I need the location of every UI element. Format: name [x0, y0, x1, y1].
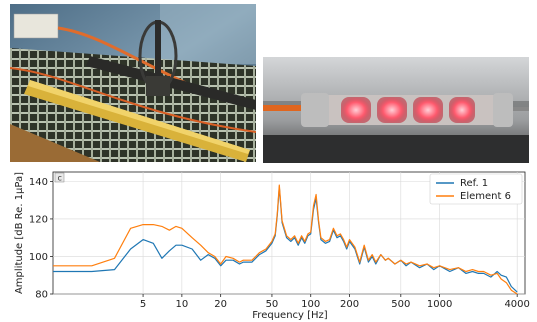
x-tick-label: 20	[214, 299, 227, 310]
panel-label-box	[54, 172, 65, 183]
x-tick-label: 50	[266, 299, 279, 310]
panel-label: c	[58, 174, 62, 183]
y-tick-label: 120	[29, 214, 48, 225]
x-tick-label: 4000	[504, 299, 529, 310]
x-tick-label: 5	[140, 299, 146, 310]
hydrophone-array-photo	[10, 4, 256, 162]
x-tick-label: 100	[301, 299, 320, 310]
frequency-response-chart: 5 10 20 50 100 200 500 1000 4000 80 100 120 140 c Am…	[0, 168, 537, 322]
legend: Ref. 1 Element 6	[429, 173, 523, 205]
y-axis-label: Amplitude [dB Re. 1µPa]	[14, 172, 25, 294]
lit-transducer-tube-photo	[263, 57, 529, 163]
y-tick-label: 80	[35, 290, 48, 301]
x-tick-label: 10	[175, 299, 188, 310]
series-line-element-6	[53, 184, 518, 295]
legend-label-ref-1: Ref. 1	[460, 178, 488, 189]
legend-label-element-6: Element 6	[460, 191, 511, 202]
series-layer	[53, 184, 518, 295]
grid-lines	[53, 172, 525, 295]
axis-ticks: 5 10 20 50 100 200 500 1000 4000 80 100 120 140	[29, 177, 530, 310]
x-axis-label: Frequency [Hz]	[252, 310, 328, 321]
y-tick-label: 100	[29, 252, 48, 263]
x-tick-label: 200	[340, 299, 359, 310]
x-tick-label: 500	[391, 299, 410, 310]
x-tick-label: 1000	[427, 299, 452, 310]
y-tick-label: 140	[29, 177, 48, 188]
